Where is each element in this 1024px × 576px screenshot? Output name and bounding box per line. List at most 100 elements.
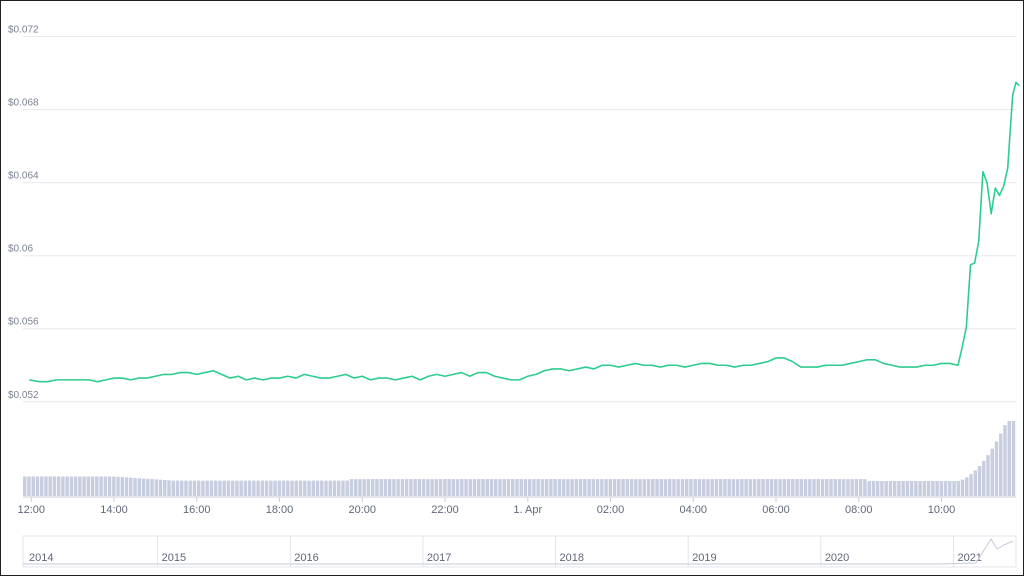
x-tick-label: 04:00 [680,504,708,516]
volume-bar [638,479,642,497]
volume-bar [222,480,226,496]
volume-bar [39,476,44,496]
volume-bar [146,478,150,496]
volume-bar [625,479,630,497]
price-line[interactable] [29,81,1020,383]
range-navigator[interactable]: 2014 2015 2016 2017 2018 2019 2020 2021 [22,535,1017,568]
x-tick-label: 08:00 [845,504,873,516]
volume-bar [960,479,965,496]
y-tick-label: $0.06 [8,244,33,255]
volume-bar [651,479,655,497]
volume-bar [816,479,820,497]
volume-bar [256,480,260,496]
volume-bar [494,479,498,497]
volume-bar [311,480,315,496]
volume-bar [867,481,871,496]
volume-bar [922,481,927,496]
volume-bar [129,477,133,496]
y-tick-label: $0.056 [8,317,39,328]
volume-bar [31,476,35,496]
volume-bar [697,479,702,497]
volume-bar [209,480,214,496]
volume-bar [646,479,651,497]
volume-bar [837,479,842,497]
volume-bar [926,481,931,496]
volume-bar [825,479,829,497]
volume-bar [506,479,511,497]
volume-bar [612,479,617,497]
volume-bar [1003,425,1007,496]
volume-bar [685,479,689,497]
volume-bar [897,481,901,496]
volume-bar [269,480,273,496]
volume-bar [455,479,460,497]
volume-bar [549,479,553,497]
volume-bar [892,481,897,496]
volume-bar [370,479,375,497]
volume-bar [273,480,277,496]
volume-bar [103,476,108,496]
volume-bar [888,481,893,496]
volume-bar [634,479,638,497]
volume-bar [56,476,61,496]
y-tick-label: $0.072 [8,25,39,36]
x-tick-label: 1. Apr [513,504,542,516]
volume-bar [858,479,863,497]
volume-bar [375,479,379,497]
volume-bar [472,479,477,497]
volume-bar [544,479,549,497]
navigator-track[interactable] [22,535,1017,568]
volume-bar [107,476,112,496]
volume-bar [332,480,337,496]
volume-bar [706,479,710,497]
volume-bar [464,479,468,497]
y-tick-label: $0.068 [8,98,39,109]
volume-bar [44,476,48,496]
volume-bar [727,479,731,497]
volume-bar [124,477,129,496]
volume-bar [116,476,120,496]
volume-bar [511,479,515,497]
volume-bar [735,479,740,497]
volume-bar [82,476,86,496]
x-tick-label: 22:00 [431,504,459,516]
navigator-year-label: 2016 [294,552,318,564]
volume-bar [986,455,990,496]
volume-bar [914,481,918,496]
volume-bar [158,479,163,496]
volume-bar [392,479,396,497]
volume-bars [23,421,1016,497]
volume-bar [842,479,846,497]
volume-bar [218,480,222,496]
volume-bar [854,479,859,497]
volume-bar [430,479,434,497]
volume-bar [718,479,723,497]
x-tick-label: 10:00 [928,504,956,516]
volume-bar [875,481,880,496]
grid-lines [23,36,1016,403]
volume-bar [969,474,973,496]
volume-bar [460,479,464,497]
navigator-series [23,538,1014,565]
volume-bar [642,479,646,497]
volume-bar [527,479,532,497]
volume-bar [939,481,944,496]
volume-bar [909,481,914,496]
volume-bar [362,479,366,497]
volume-bar [931,481,935,496]
volume-bar [1007,421,1011,496]
volume-bar [188,480,192,496]
volume-bar [752,479,757,497]
volume-bar [532,479,536,497]
volume-bar [264,480,269,496]
volume-bar [672,479,676,497]
volume-bar [294,480,299,496]
volume-bar [761,479,765,497]
volume-bar [73,476,78,496]
volume-bar [629,479,634,497]
volume-bar [137,478,142,496]
volume-bar [812,479,816,497]
volume-bar [850,479,854,497]
volume-bar [604,479,608,497]
